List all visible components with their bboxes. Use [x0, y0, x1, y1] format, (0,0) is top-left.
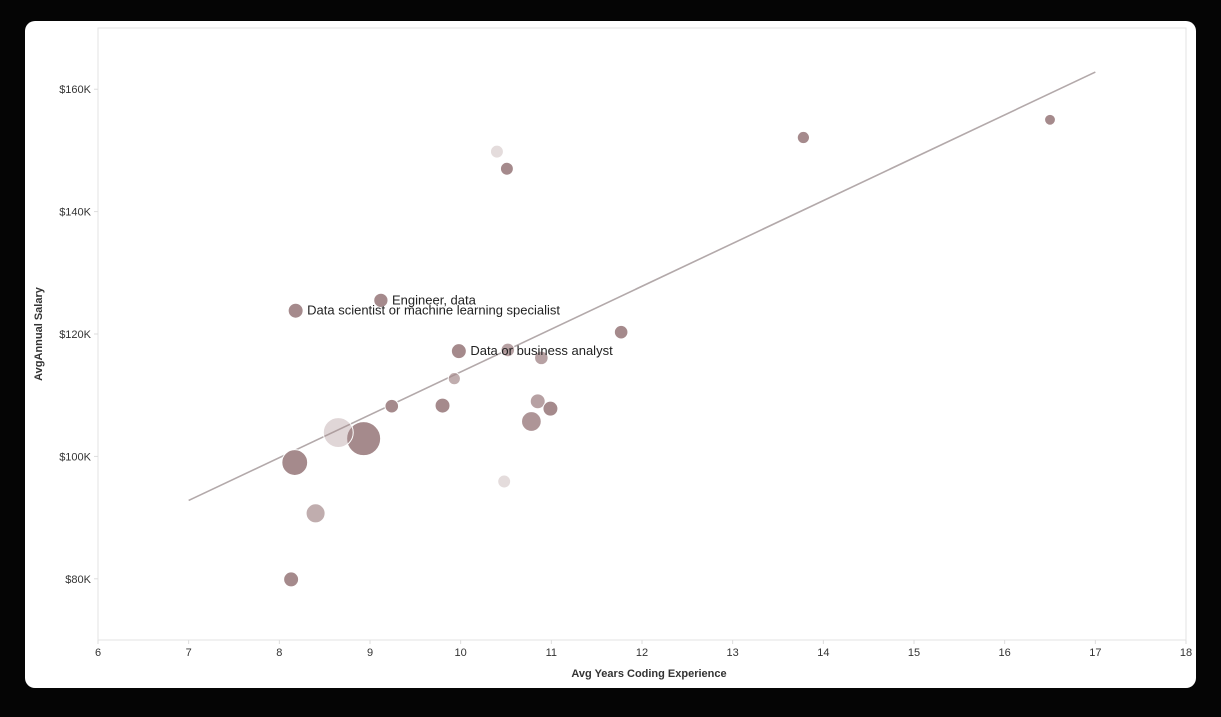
points-layer: [281, 113, 1056, 588]
x-axis-title: Avg Years Coding Experience: [571, 668, 726, 680]
data-point[interactable]: [796, 130, 811, 145]
y-tick-label: $80K: [65, 574, 91, 586]
scatter-chart: $80K $100K $120K $140K $160K 6 7 8 9 10 11 12 13 14 1…: [33, 27, 1192, 680]
data-point[interactable]: [322, 417, 354, 448]
point-labels-layer: Data scientist or machine learning speci…: [307, 292, 613, 358]
data-point[interactable]: [613, 324, 629, 340]
x-tick-label: 15: [908, 647, 920, 659]
data-point-label: Data scientist or machine learning speci…: [307, 303, 560, 318]
data-point[interactable]: [434, 397, 451, 414]
data-point[interactable]: [281, 449, 309, 476]
trend-line: [188, 71, 1096, 502]
data-point[interactable]: [529, 393, 546, 410]
x-tick-label: 11: [546, 647, 557, 659]
x-tick-label: 13: [727, 647, 739, 659]
x-tick-label: 7: [186, 647, 192, 659]
y-tick-label: $160K: [59, 84, 91, 96]
data-point[interactable]: [447, 372, 461, 386]
data-point[interactable]: [499, 161, 514, 176]
data-point[interactable]: [373, 292, 389, 308]
data-point-label: Engineer, data: [392, 292, 477, 307]
data-point[interactable]: [346, 421, 382, 457]
x-tick-label: 18: [1180, 647, 1192, 659]
data-point[interactable]: [450, 343, 467, 360]
x-tick-label: 14: [817, 647, 829, 659]
chart-card: $80K $100K $120K $140K $160K 6 7 8 9 10 11 12 13 14 1…: [25, 21, 1196, 688]
data-point[interactable]: [305, 503, 326, 524]
data-point[interactable]: [521, 411, 542, 432]
x-tick-label: 9: [367, 647, 373, 659]
data-point[interactable]: [534, 350, 549, 366]
x-tick-label: 6: [95, 647, 101, 659]
data-point[interactable]: [542, 400, 559, 417]
data-point[interactable]: [287, 302, 304, 319]
data-point[interactable]: [283, 571, 300, 588]
x-axis: 6 7 8 9 10 11 12 13 14 15 16 17 18: [95, 640, 1192, 659]
data-point-label: Data or business analyst: [470, 343, 613, 358]
x-tick-label: 17: [1089, 647, 1101, 659]
y-axis-title: AvgAnnual Salary: [33, 286, 45, 381]
x-tick-label: 12: [636, 647, 648, 659]
x-tick-label: 16: [999, 647, 1011, 659]
data-point[interactable]: [497, 474, 512, 489]
data-point[interactable]: [1044, 113, 1056, 126]
y-tick-label: $140K: [59, 207, 91, 219]
y-tick-label: $120K: [59, 329, 91, 341]
data-point[interactable]: [384, 398, 400, 414]
plot-area: [97, 27, 1187, 641]
y-axis: $80K $100K $120K $140K $160K: [59, 84, 98, 586]
data-point[interactable]: [489, 144, 504, 159]
data-point[interactable]: [500, 342, 516, 358]
x-tick-label: 10: [455, 647, 467, 659]
x-tick-label: 8: [276, 647, 282, 659]
y-tick-label: $100K: [59, 451, 91, 463]
